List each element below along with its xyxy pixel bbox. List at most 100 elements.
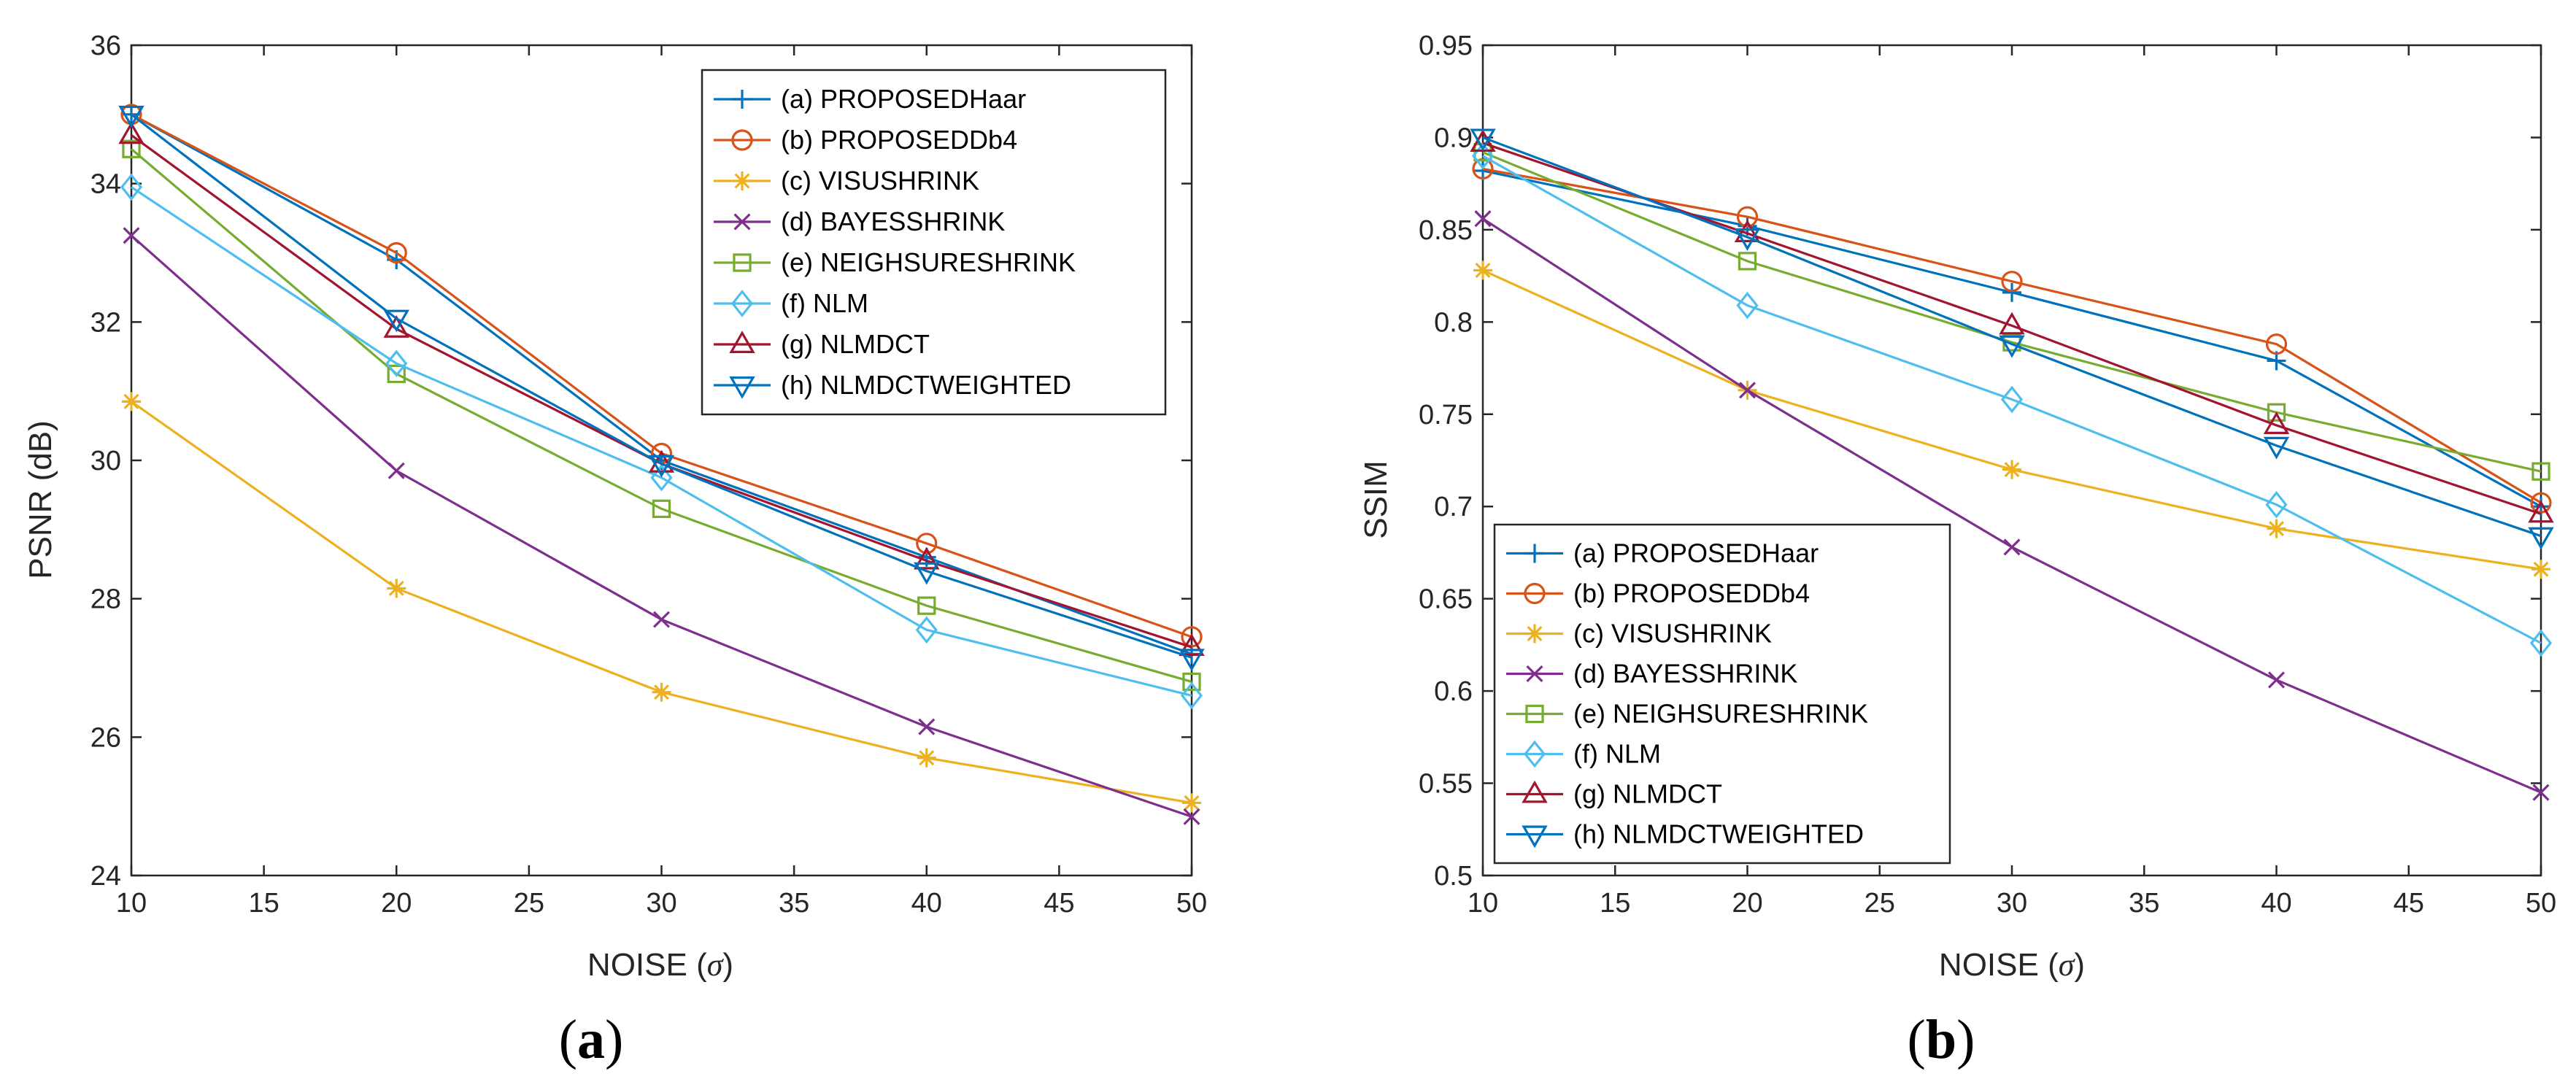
- ssim-point-h: [2263, 436, 2290, 460]
- ssim-xlabel: NOISE (σ): [1939, 947, 2085, 983]
- psnr-point-c: [1182, 793, 1201, 813]
- ssim-series-line-f: [1482, 155, 2542, 644]
- psnr-xtick-label: 40: [911, 888, 942, 919]
- psnr-legend-marker: [733, 253, 752, 272]
- psnr-point-f: [385, 349, 408, 378]
- psnr-point-e: [652, 499, 671, 519]
- psnr-xtick-label: 35: [779, 888, 809, 919]
- ssim-point-f: [2000, 385, 2024, 414]
- ssim-ytick-label: 0.7: [1434, 492, 1473, 522]
- psnr-legend-label: (b) PROPOSEDDb4: [781, 125, 1017, 155]
- ssim-xtick-label: 50: [2526, 888, 2556, 919]
- ssim-xtick-label: 35: [2129, 888, 2159, 919]
- ssim-xtick-label: 30: [1997, 888, 2027, 919]
- ssim-point-b: [1736, 206, 1759, 228]
- ssim-point-h: [1999, 335, 2025, 358]
- ssim-point-c: [2002, 460, 2021, 479]
- ssim-ytick-label: 0.65: [1419, 584, 1473, 615]
- ssim-legend-marker: [1522, 780, 1548, 803]
- chart-psnr: 10 15 20 25 30 35 40 45 50 24 26 28 30 32 34 36 (a) PROP…: [23, 31, 1207, 1070]
- ssim-ytick-label: 0.55: [1419, 769, 1473, 800]
- psnr-ytick-label: 24: [90, 861, 121, 892]
- ssim-point-e: [2531, 462, 2550, 481]
- ssim-point-f: [2529, 629, 2553, 657]
- ssim-legend-label: (f) NLM: [1573, 739, 1661, 769]
- ssim-legend-label: (g) NLMDCT: [1573, 779, 1722, 809]
- psnr-point-g: [1179, 633, 1205, 657]
- psnr-legend-label: (g) NLMDCT: [781, 329, 930, 359]
- ssim-legend-label: (d) BAYESSHRINK: [1573, 659, 1797, 689]
- ssim-point-b: [2265, 333, 2288, 355]
- ssim-xtick-label: 40: [2261, 888, 2291, 919]
- psnr-legend-marker: [731, 129, 753, 151]
- psnr-point-c: [122, 392, 141, 411]
- psnr-plot-marks: 10 15 20 25 30 35 40 45 50 24 26 28 30 32 34 36 (a) PROP…: [90, 31, 1207, 919]
- ssim-series-line-b: [1482, 167, 2542, 504]
- ssim-legend-marker: [1525, 544, 1544, 563]
- ssim-point-a: [2002, 282, 2021, 302]
- psnr-point-g: [118, 121, 144, 144]
- psnr-point-b: [385, 241, 407, 264]
- psnr-xlabel: NOISE (σ): [587, 947, 733, 983]
- ssim-legend-marker: [1522, 825, 1548, 849]
- ssim-ytick-label: 0.75: [1419, 400, 1473, 430]
- psnr-xtick-label: 10: [116, 888, 147, 919]
- psnr-point-g: [383, 315, 409, 338]
- ssim-point-f: [2265, 490, 2288, 519]
- ssim-point-f: [1471, 142, 1495, 170]
- psnr-legend-marker: [733, 171, 752, 190]
- ssim-ytick-label: 0.95: [1419, 31, 1473, 61]
- psnr-point-h: [118, 105, 144, 128]
- psnr-point-h: [648, 455, 675, 478]
- psnr-point-f: [915, 616, 938, 644]
- psnr-xtick-label: 15: [248, 888, 279, 919]
- psnr-legend-marker: [733, 90, 752, 109]
- psnr-series-line-h: [131, 113, 1192, 659]
- ssim-point-d: [2267, 671, 2286, 689]
- psnr-point-e: [122, 139, 141, 158]
- psnr-point-h: [1179, 649, 1205, 672]
- psnr-legend-marker: [729, 331, 755, 353]
- psnr-legend-label: (a) PROPOSEDHaar: [781, 84, 1026, 114]
- psnr-point-c: [387, 579, 406, 598]
- psnr-ylabel: PSNR (dB): [23, 420, 58, 579]
- psnr-point-e: [917, 596, 936, 615]
- psnr-point-d: [1183, 808, 1200, 825]
- ssim-ytick-label: 0.85: [1419, 215, 1473, 246]
- ssim-series-line-h: [1482, 136, 2542, 538]
- psnr-point-c: [917, 748, 936, 768]
- psnr-xtick-label: 25: [514, 888, 544, 919]
- ssim-point-d: [2003, 538, 2021, 556]
- ssim-point-g: [2528, 500, 2554, 523]
- psnr-point-e: [1182, 672, 1201, 692]
- psnr-point-b: [916, 533, 938, 554]
- ssim-point-h: [2528, 527, 2554, 550]
- ssim-point-b: [2530, 492, 2552, 514]
- ssim-legend-marker: [1526, 665, 1543, 683]
- ssim-point-d: [2532, 784, 2550, 801]
- ssim-point-c: [2531, 560, 2550, 579]
- psnr-xtick-label: 30: [646, 888, 676, 919]
- ssim-legend-marker: [1524, 582, 1546, 605]
- ssim-series-line-e: [1482, 151, 2542, 473]
- ssim-point-g: [1734, 220, 1761, 242]
- psnr-legend-label: (d) BAYESSHRINK: [781, 206, 1005, 236]
- ssim-legend-marker: [1523, 740, 1546, 768]
- ssim-point-e: [1738, 252, 1757, 271]
- psnr-point-e: [387, 364, 406, 384]
- psnr-legend-marker: [730, 290, 754, 317]
- psnr-legend-label: (f) NLM: [781, 288, 868, 318]
- psnr-legend-marker: [729, 376, 755, 399]
- psnr-legend-marker: [733, 213, 751, 231]
- ssim-point-b: [2001, 271, 2023, 293]
- psnr-ytick-label: 28: [90, 584, 121, 615]
- chart-ssim: 10 15 20 25 30 35 40 45 50 0.5 0.55 0.6 0.65 0.7 0.75 0…: [1358, 31, 2556, 1070]
- psnr-legend-label: (h) NLMDCTWEIGHTED: [781, 370, 1071, 400]
- psnr-point-g: [914, 546, 940, 570]
- ssim-point-e: [2267, 403, 2286, 422]
- ssim-legend-box: [1493, 523, 1951, 865]
- psnr-xtick-label: 50: [1176, 888, 1207, 919]
- ssim-point-f: [1736, 291, 1759, 320]
- ssim-ytick-label: 0.9: [1434, 123, 1473, 153]
- psnr-ytick-label: 32: [90, 307, 121, 338]
